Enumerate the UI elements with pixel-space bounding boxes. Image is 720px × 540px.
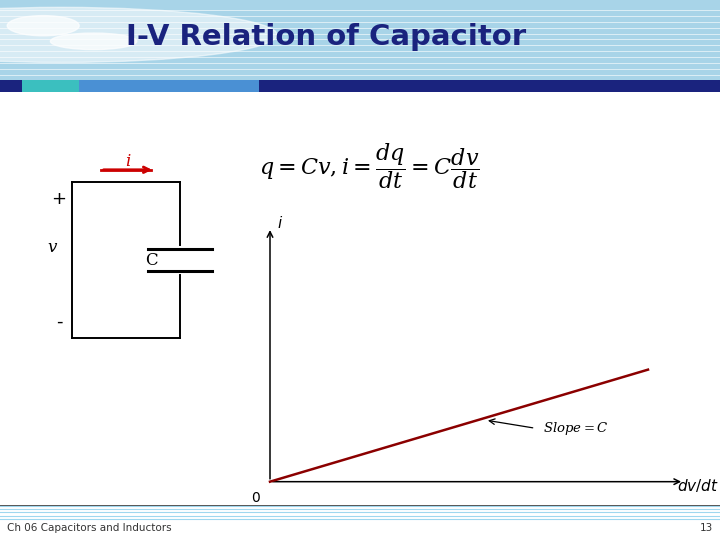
Text: Ch 06 Capacitors and Inductors: Ch 06 Capacitors and Inductors [7,523,172,533]
Ellipse shape [7,16,79,36]
Text: 0: 0 [251,491,260,505]
Text: $q = Cv, i = \dfrac{dq}{dt} = C\dfrac{dv}{dt}$: $q = Cv, i = \dfrac{dq}{dt} = C\dfrac{dv… [259,141,480,191]
Bar [22,80,79,92]
Text: $Slope = C$: $Slope = C$ [543,420,608,437]
Text: +: + [52,190,66,207]
Text: $i$: $i$ [277,215,284,231]
Bar [79,80,259,92]
Circle shape [0,8,277,63]
Text: $dv/dt$: $dv/dt$ [678,477,719,494]
Text: C: C [145,252,158,268]
Text: 13: 13 [700,523,713,533]
Text: v: v [47,239,57,256]
Bar [0,80,720,92]
Text: i: i [125,153,130,170]
Text: I-V Relation of Capacitor: I-V Relation of Capacitor [126,23,526,51]
Text: -: - [55,313,63,330]
Ellipse shape [50,33,137,50]
